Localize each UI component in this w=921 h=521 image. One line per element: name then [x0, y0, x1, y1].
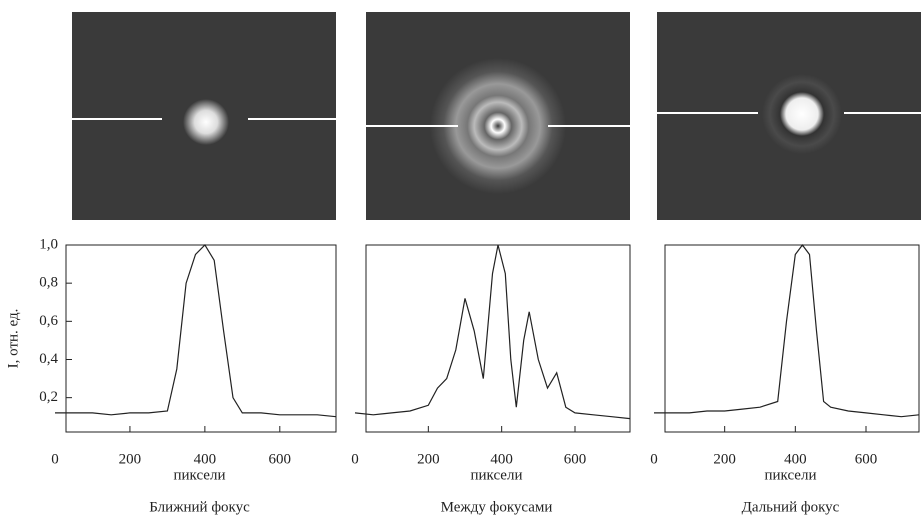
y-axis-label: I, отн. ед. [5, 309, 21, 369]
x-tick-label: 200 [417, 451, 440, 467]
x-tick-label: 0 [51, 451, 59, 467]
profile-line [354, 244, 631, 420]
y-tick-label: 0,4 [39, 351, 58, 367]
plot-frame [65, 244, 337, 433]
profile-line [654, 243, 920, 418]
x-tick-label: 200 [119, 451, 142, 467]
beam-spot [762, 74, 842, 154]
profile-line [55, 244, 337, 418]
y-tick-label: 0,6 [39, 313, 58, 329]
x-axis-label: пиксели [174, 467, 226, 483]
plot-frame [365, 244, 631, 433]
x-tick-label: 600 [855, 451, 878, 467]
x-tick-label: 0 [351, 451, 359, 467]
x-axis-label: пиксели [765, 467, 817, 483]
x-tick-label: 400 [490, 451, 513, 467]
panel-caption: Между фокусами [441, 499, 553, 515]
panel-caption: Ближний фокус [149, 499, 250, 515]
panel-caption: Дальний фокус [742, 499, 840, 515]
x-tick-label: 600 [269, 451, 292, 467]
y-tick-label: 0,2 [39, 389, 58, 405]
x-tick-label: 400 [784, 451, 807, 467]
y-tick-label: 1,0 [39, 236, 58, 252]
x-tick-label: 200 [713, 451, 736, 467]
beam-spot [183, 99, 229, 145]
x-tick-label: 600 [564, 451, 587, 467]
beam-spot [430, 58, 566, 194]
x-tick-label: 0 [650, 451, 658, 467]
x-axis-label: пиксели [471, 467, 523, 483]
y-tick-label: 0,8 [39, 275, 58, 291]
plot-frame [664, 244, 920, 433]
x-tick-label: 400 [194, 451, 217, 467]
beam-images [72, 12, 921, 220]
